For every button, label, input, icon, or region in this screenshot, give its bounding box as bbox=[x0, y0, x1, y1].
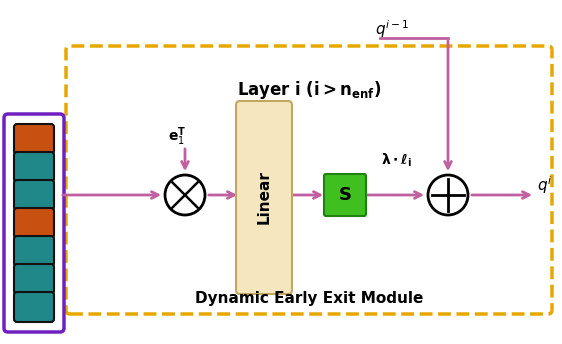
Text: Linear: Linear bbox=[256, 171, 271, 224]
FancyBboxPatch shape bbox=[14, 292, 54, 322]
Text: Dynamic Early Exit Module: Dynamic Early Exit Module bbox=[195, 290, 423, 305]
Circle shape bbox=[428, 175, 468, 215]
FancyBboxPatch shape bbox=[324, 174, 366, 216]
FancyBboxPatch shape bbox=[236, 101, 292, 294]
FancyBboxPatch shape bbox=[14, 124, 54, 154]
Circle shape bbox=[165, 175, 205, 215]
FancyBboxPatch shape bbox=[14, 264, 54, 294]
Text: S: S bbox=[338, 186, 351, 204]
Text: $q^i$: $q^i$ bbox=[537, 174, 552, 196]
Text: $q^{i-1}$: $q^{i-1}$ bbox=[375, 18, 409, 40]
FancyBboxPatch shape bbox=[14, 208, 54, 238]
FancyBboxPatch shape bbox=[4, 114, 64, 332]
Text: $\mathbf{\lambda \cdot \ell_i}$: $\mathbf{\lambda \cdot \ell_i}$ bbox=[380, 152, 411, 169]
FancyBboxPatch shape bbox=[14, 180, 54, 210]
FancyBboxPatch shape bbox=[14, 236, 54, 266]
Text: $\mathbf{Layer\ i\ (i > n_{enf})}$: $\mathbf{Layer\ i\ (i > n_{enf})}$ bbox=[237, 79, 381, 101]
Text: $\mathbf{e}_1^\mathbf{T}$: $\mathbf{e}_1^\mathbf{T}$ bbox=[168, 126, 186, 148]
FancyBboxPatch shape bbox=[14, 152, 54, 182]
